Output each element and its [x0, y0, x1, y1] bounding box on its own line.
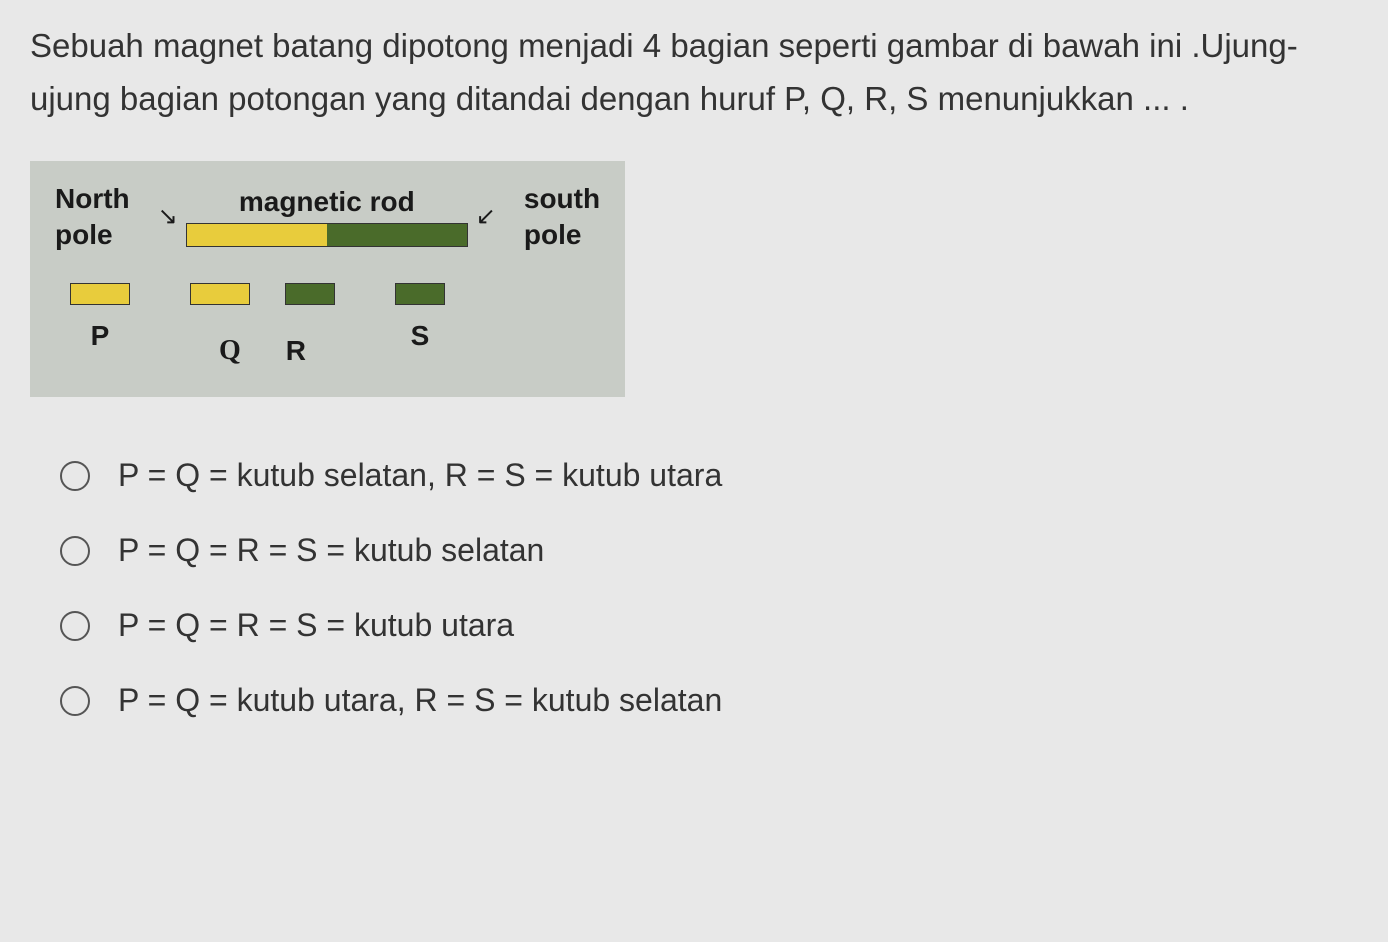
piece-r-label: R	[286, 335, 306, 367]
radio-c[interactable]	[60, 611, 90, 641]
piece-qr-shapes	[190, 283, 335, 305]
answer-options: P = Q = kutub selatan, R = S = kutub uta…	[30, 457, 1358, 719]
north-pole-label: North pole	[55, 181, 130, 254]
option-d-text: P = Q = kutub utara, R = S = kutub selat…	[118, 682, 722, 719]
piece-p: P	[70, 283, 130, 352]
piece-q-label: Q	[219, 335, 241, 367]
diagram-top-row: North pole ↘ magnetic rod ↙ south pole	[55, 181, 600, 254]
option-c[interactable]: P = Q = R = S = kutub utara	[60, 607, 1358, 644]
pole-text-north: pole	[55, 219, 113, 250]
rod-south-half	[327, 224, 467, 246]
arrow-right-icon: ↙	[476, 202, 496, 231]
magnet-diagram: North pole ↘ magnetic rod ↙ south pole P	[30, 161, 625, 398]
north-text: North	[55, 183, 130, 214]
full-magnet-rod	[186, 223, 468, 247]
pieces-row: P Q R S	[70, 283, 600, 367]
option-d[interactable]: P = Q = kutub utara, R = S = kutub selat…	[60, 682, 1358, 719]
option-a[interactable]: P = Q = kutub selatan, R = S = kutub uta…	[60, 457, 1358, 494]
piece-qr-labels: Q R	[219, 320, 306, 367]
option-b[interactable]: P = Q = R = S = kutub selatan	[60, 532, 1358, 569]
piece-s-label: S	[411, 320, 430, 352]
rod-north-half	[187, 224, 327, 246]
piece-q-shape	[190, 283, 250, 305]
rod-section: magnetic rod	[186, 186, 468, 247]
piece-qr: Q R	[190, 283, 335, 367]
radio-b[interactable]	[60, 536, 90, 566]
piece-r-shape	[285, 283, 335, 305]
radio-d[interactable]	[60, 686, 90, 716]
piece-s: S	[395, 283, 445, 352]
radio-a[interactable]	[60, 461, 90, 491]
south-text: south	[524, 183, 600, 214]
piece-p-shape	[70, 283, 130, 305]
arrow-left-icon: ↘	[158, 202, 178, 231]
option-a-text: P = Q = kutub selatan, R = S = kutub uta…	[118, 457, 722, 494]
south-pole-label: south pole	[524, 181, 600, 254]
magnetic-rod-label: magnetic rod	[239, 186, 415, 218]
option-c-text: P = Q = R = S = kutub utara	[118, 607, 514, 644]
piece-p-label: P	[91, 320, 110, 352]
option-b-text: P = Q = R = S = kutub selatan	[118, 532, 544, 569]
piece-s-shape	[395, 283, 445, 305]
pole-text-south: pole	[524, 219, 582, 250]
question-text: Sebuah magnet batang dipotong menjadi 4 …	[30, 20, 1358, 126]
